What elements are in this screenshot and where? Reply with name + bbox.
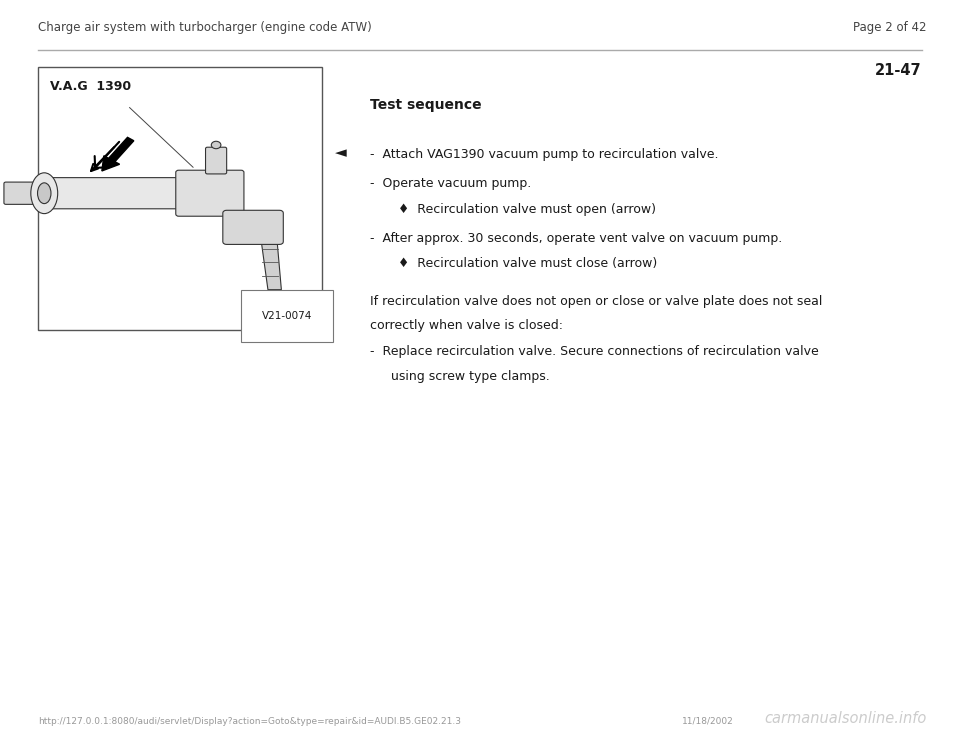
Text: If recirculation valve does not open or close or valve plate does not seal: If recirculation valve does not open or … [370,295,822,308]
Text: 11/18/2002: 11/18/2002 [682,717,733,726]
Text: ♦  Recirculation valve must open (arrow): ♦ Recirculation valve must open (arrow) [398,203,657,216]
Text: http://127.0.0.1:8080/audi/servlet/Display?action=Goto&type=repair&id=AUDI.B5.GE: http://127.0.0.1:8080/audi/servlet/Displ… [38,717,462,726]
Ellipse shape [31,173,58,214]
Bar [38,67,322,330]
FancyBboxPatch shape [176,170,244,216]
FancyBboxPatch shape [36,177,186,209]
Text: ♦  Recirculation valve must close (arrow): ♦ Recirculation valve must close (arrow) [398,257,658,271]
Text: correctly when valve is closed:: correctly when valve is closed: [370,319,563,332]
FancyArrowPatch shape [95,142,119,168]
Text: ◄: ◄ [335,145,347,160]
FancyBboxPatch shape [4,182,46,204]
Text: -  Replace recirculation valve. Secure connections of recirculation valve: - Replace recirculation valve. Secure co… [370,345,818,358]
Text: using screw type clamps.: using screw type clamps. [391,370,549,383]
FancyArrow shape [102,137,133,171]
Text: 21-47: 21-47 [875,63,922,78]
Text: -  Attach VAG1390 vacuum pump to recirculation valve.: - Attach VAG1390 vacuum pump to recircul… [370,148,718,162]
Text: V21-0074: V21-0074 [262,312,312,321]
Ellipse shape [211,141,221,148]
Text: -  Operate vacuum pump.: - Operate vacuum pump. [370,177,531,190]
FancyBboxPatch shape [205,147,227,174]
Text: Page 2 of 42: Page 2 of 42 [852,21,926,34]
Text: -  After approx. 30 seconds, operate vent valve on vacuum pump.: - After approx. 30 seconds, operate vent… [370,232,781,245]
Text: Test sequence: Test sequence [370,98,481,112]
Ellipse shape [37,183,51,203]
Text: Charge air system with turbocharger (engine code ATW): Charge air system with turbocharger (eng… [38,21,372,34]
FancyBboxPatch shape [223,210,283,244]
Text: carmanualsonline.info: carmanualsonline.info [764,711,926,726]
Polygon shape [229,213,281,289]
Text: V.A.G  1390: V.A.G 1390 [50,80,132,93]
